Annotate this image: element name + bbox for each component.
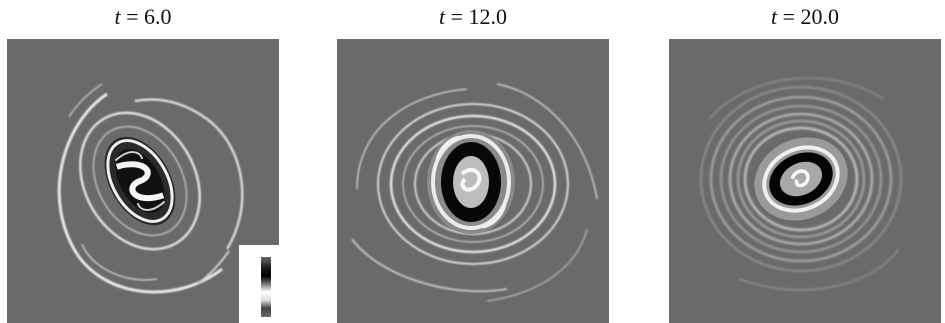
colorbar-gradient xyxy=(261,257,271,317)
vorticity-field-t6 xyxy=(7,39,279,323)
time-value: 20.0 xyxy=(800,4,840,29)
equals-sign: = xyxy=(445,4,469,29)
vortex-filaments xyxy=(351,83,598,302)
time-symbol: t xyxy=(438,4,446,29)
equals-sign: = xyxy=(777,4,801,29)
vorticity-field-t12 xyxy=(337,39,609,323)
colorbar-inset xyxy=(239,245,279,323)
vortex-filaments xyxy=(57,83,244,294)
time-symbol: t xyxy=(770,4,778,29)
time-symbol: t xyxy=(114,4,121,29)
vortex-filaments xyxy=(700,77,902,291)
vortex-core-t6 xyxy=(104,136,176,226)
panel-title-t20: t = 20.0 xyxy=(669,4,941,30)
panel-title-t12: t = 12.0 xyxy=(337,4,609,30)
panel-t6: t = 6.0 xyxy=(7,0,279,323)
time-value: 6.0 xyxy=(144,4,172,29)
field-image-t20 xyxy=(669,39,941,323)
equals-sign: = xyxy=(120,4,145,29)
panel-title-t6: t = 6.0 xyxy=(7,4,279,30)
field-image-t6 xyxy=(7,39,279,323)
panel-t12: t = 12.0 xyxy=(337,0,609,323)
vortex-core-t20 xyxy=(754,137,848,221)
field-image-t12 xyxy=(337,39,609,323)
vorticity-field-t20 xyxy=(669,39,941,323)
vortex-core-t12 xyxy=(427,130,515,234)
panel-t20: t = 20.0 xyxy=(669,0,941,323)
time-value: 12.0 xyxy=(468,4,508,29)
